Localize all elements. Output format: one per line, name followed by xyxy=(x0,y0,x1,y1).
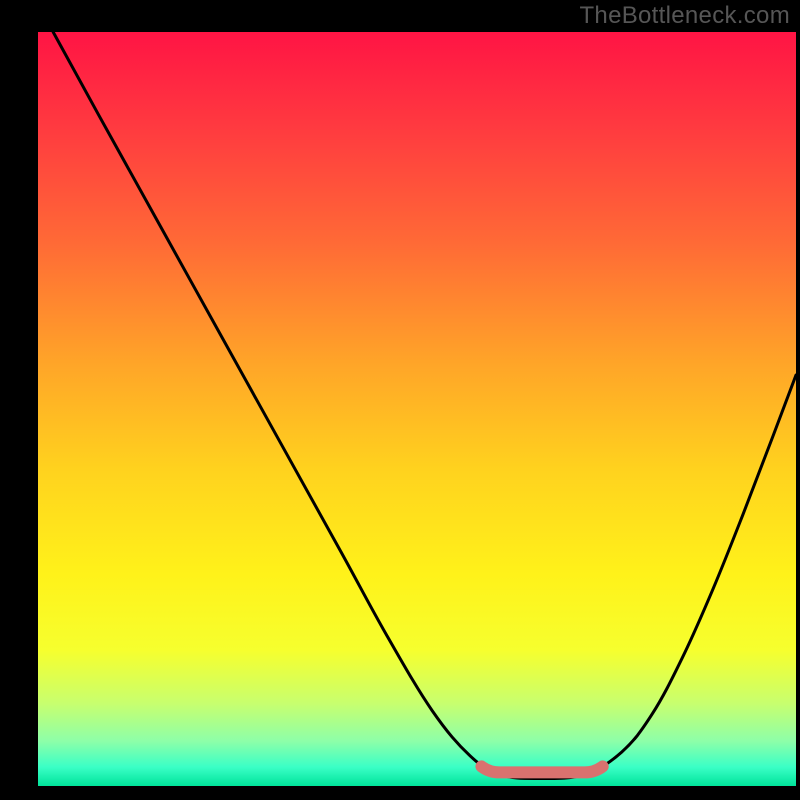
chart-background-gradient xyxy=(38,32,796,786)
optimal-range-marker xyxy=(481,766,602,772)
bottleneck-chart xyxy=(0,0,800,800)
chart-frame: TheBottleneck.com xyxy=(0,0,800,800)
watermark-text: TheBottleneck.com xyxy=(579,2,790,30)
